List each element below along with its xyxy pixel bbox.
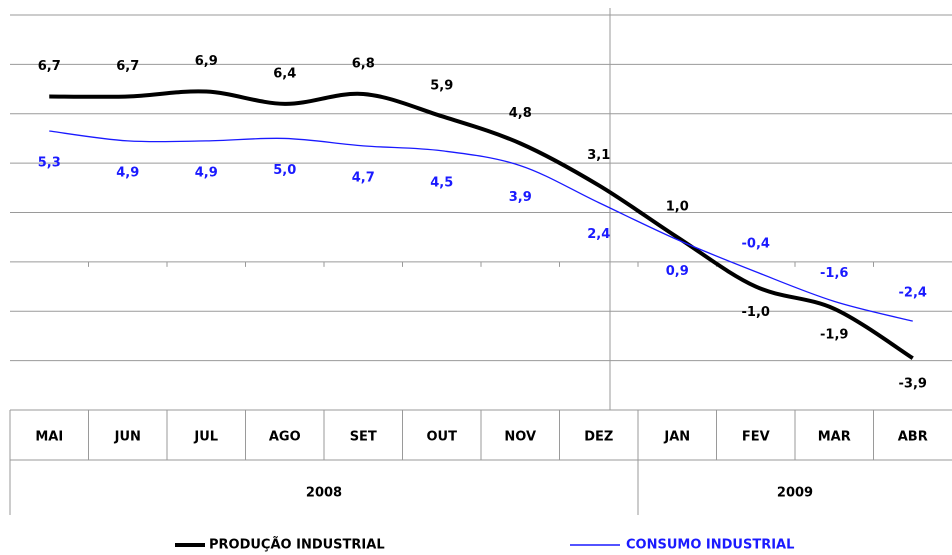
data-label: -2,4 [899, 286, 927, 301]
data-label: 6,7 [38, 59, 61, 74]
data-label: 5,3 [38, 156, 61, 171]
group-label: 2008 [306, 486, 342, 501]
x-tick-label: ABR [898, 430, 928, 445]
data-label: 4,7 [352, 170, 375, 185]
group-label: 2009 [777, 486, 813, 501]
data-label: -0,4 [742, 236, 770, 251]
data-label: 5,0 [273, 163, 296, 178]
data-label: 5,9 [430, 79, 453, 94]
line-series [49, 130, 913, 322]
data-label: 3,1 [587, 148, 610, 163]
data-label: 6,4 [273, 66, 296, 81]
data-label: 4,9 [116, 165, 139, 180]
x-tick-label: MAR [818, 430, 851, 445]
data-label: 0,9 [666, 264, 689, 279]
x-tick-label: AGO [269, 430, 301, 445]
data-label: 4,9 [195, 165, 218, 180]
x-tick-label: MAI [35, 430, 63, 445]
data-label: 2,4 [587, 227, 610, 242]
data-label: 6,8 [352, 57, 375, 72]
data-label: -1,0 [742, 305, 770, 320]
x-tick-label: SET [350, 430, 377, 445]
x-tick-label: JAN [663, 430, 690, 445]
legend-label: CONSUMO INDUSTRIAL [626, 538, 794, 553]
data-label: 4,8 [509, 106, 532, 121]
data-label: 3,9 [509, 190, 532, 205]
x-tick-label: FEV [742, 430, 770, 445]
x-tick-label: DEZ [584, 430, 613, 445]
data-label: 1,0 [666, 200, 689, 215]
legend-label: PRODUÇÃO INDUSTRIAL [209, 537, 385, 553]
line-series [49, 89, 914, 360]
data-label: 4,5 [430, 175, 453, 190]
data-label: -3,9 [899, 377, 927, 392]
data-label: 6,9 [195, 54, 218, 69]
x-tick-label: JUN [114, 430, 141, 445]
x-tick-label: OUT [427, 430, 458, 445]
data-label: -1,6 [820, 266, 848, 281]
data-label: 6,7 [116, 59, 139, 74]
data-label: -1,9 [820, 327, 848, 342]
x-tick-label: JUL [193, 430, 218, 445]
x-tick-label: NOV [504, 430, 536, 445]
